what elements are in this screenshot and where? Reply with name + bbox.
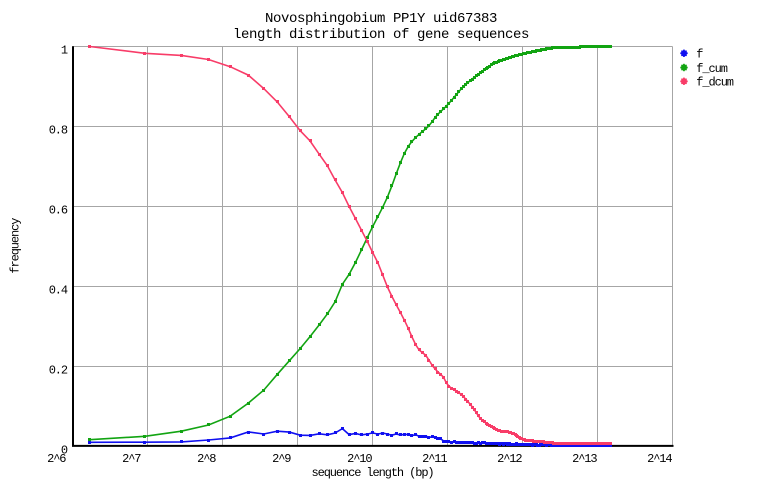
svg-text:length distribution of gene se: length distribution of gene sequences	[233, 27, 529, 43]
svg-text:2^9: 2^9	[272, 452, 291, 466]
svg-text:2^11: 2^11	[422, 452, 447, 466]
svg-text:f_dcum: f_dcum	[696, 76, 734, 90]
svg-text:1: 1	[61, 43, 68, 57]
svg-text:f: f	[696, 48, 703, 62]
svg-text:f_cum: f_cum	[696, 62, 727, 76]
svg-text:2^12: 2^12	[497, 452, 522, 466]
svg-text:2^6: 2^6	[47, 452, 66, 466]
svg-text:0: 0	[61, 443, 68, 457]
svg-text:2^7: 2^7	[122, 452, 141, 466]
svg-text:frequency: frequency	[9, 218, 23, 274]
svg-text:2^13: 2^13	[572, 452, 597, 466]
svg-text:0.4: 0.4	[49, 283, 68, 297]
svg-text:0.6: 0.6	[49, 203, 68, 217]
svg-text:2^10: 2^10	[347, 452, 372, 466]
svg-text:0.2: 0.2	[49, 363, 68, 377]
svg-text:0.8: 0.8	[49, 123, 68, 137]
svg-text:2^8: 2^8	[197, 452, 216, 466]
svg-text:sequence length (bp): sequence length (bp)	[312, 466, 434, 480]
svg-text:2^14: 2^14	[647, 452, 672, 466]
svg-text:Novosphingobium PP1Y uid67383: Novosphingobium PP1Y uid67383	[265, 11, 497, 27]
